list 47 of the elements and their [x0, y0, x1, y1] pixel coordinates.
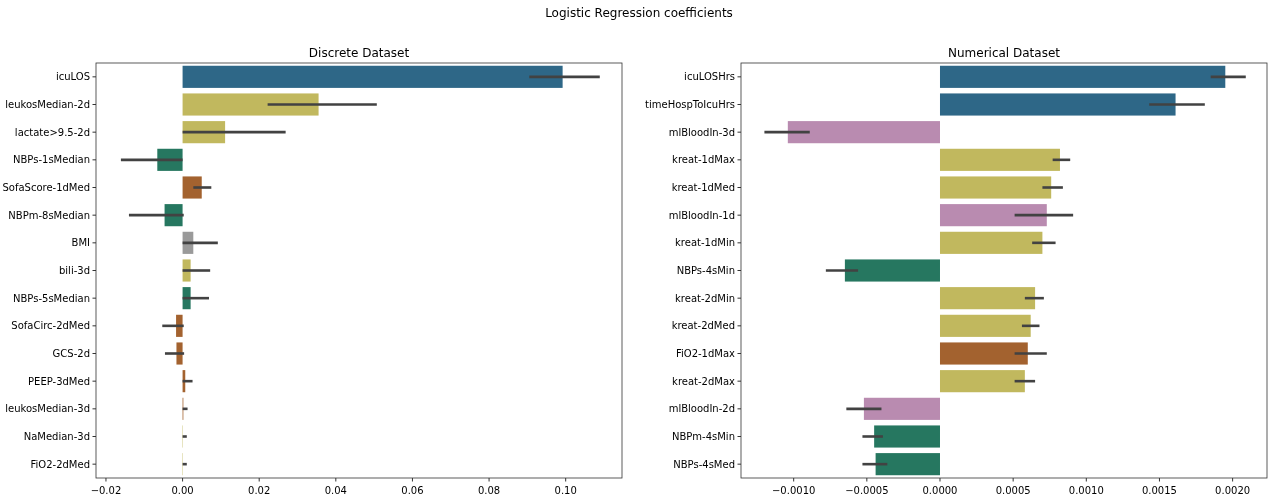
y-tick-label: FiO2-2dMed — [30, 458, 90, 470]
y-tick-label: bili-3d — [58, 265, 90, 276]
y-tick-label: NBPs-1sMedian — [13, 154, 90, 166]
y-tick-label: SofaCirc-2dMed — [11, 320, 90, 332]
y-tick-label: kreat-2dMax — [672, 375, 736, 387]
y-tick-label: mlBloodIn-3d — [668, 126, 735, 138]
y-tick-label: PEEP-3dMed — [28, 375, 90, 387]
y-tick-label: FiO2-1dMax — [675, 348, 736, 359]
y-tick-label: kreat-1dMin — [675, 237, 735, 249]
y-tick-label: BMI — [71, 237, 90, 249]
y-tick-label: NBPm-8sMedian — [8, 209, 90, 221]
x-tick-label: 0.0020 — [1215, 485, 1251, 496]
y-tick-label: kreat-2dMed — [671, 320, 735, 332]
y-tick-label: NBPs-4sMed — [673, 458, 735, 470]
y-tick-label: NBPs-5sMedian — [13, 292, 90, 304]
y-tick-label: kreat-2dMin — [675, 292, 735, 304]
y-tick-label: icuLOS — [55, 71, 90, 83]
y-tick-label: SofaScore-1dMed — [2, 182, 90, 193]
y-tick-label: NaMedian-3d — [23, 431, 90, 442]
y-tick-label: mlBloodIn-2d — [668, 403, 735, 415]
y-tick-label: GCS-2d — [52, 348, 90, 359]
y-tick-label: kreat-1dMax — [672, 154, 736, 166]
x-tick-label: 0.02 — [248, 485, 271, 496]
x-tick-label: 0.06 — [401, 485, 424, 496]
y-tick-label: icuLOSHrs — [684, 71, 735, 83]
y-tick-label: leukosMedian-2d — [5, 99, 90, 110]
x-tick-label: 0.0010 — [1068, 485, 1104, 496]
y-tick-label: mlBloodIn-1d — [668, 209, 735, 221]
y-tick-label: NBPs-4sMin — [676, 265, 735, 276]
x-tick-label: 0.00 — [171, 485, 194, 496]
y-tick-label: timeHospToIcuHrs — [645, 99, 735, 110]
x-tick-label: 0.0000 — [922, 485, 958, 496]
x-tick-label: 0.10 — [554, 485, 577, 496]
y-tick-label: NBPm-4sMin — [671, 431, 735, 442]
y-tick-label: kreat-1dMed — [671, 182, 735, 193]
x-tick-label: −0.0010 — [771, 485, 816, 496]
y-tick-label: lactate>9.5-2d — [14, 126, 90, 138]
x-tick-label: 0.0015 — [1141, 485, 1177, 496]
x-tick-label: −0.02 — [90, 485, 122, 496]
x-tick-label: 0.04 — [324, 485, 347, 496]
chart-title: Discrete Dataset — [308, 46, 410, 60]
chart-title: Numerical Dataset — [947, 46, 1061, 60]
x-tick-label: 0.0005 — [995, 485, 1031, 496]
text: Logistic Regression coefficients — [545, 6, 733, 20]
x-tick-label: −0.0005 — [845, 485, 889, 496]
x-tick-label: 0.08 — [477, 485, 501, 496]
y-tick-label: leukosMedian-3d — [5, 403, 90, 415]
